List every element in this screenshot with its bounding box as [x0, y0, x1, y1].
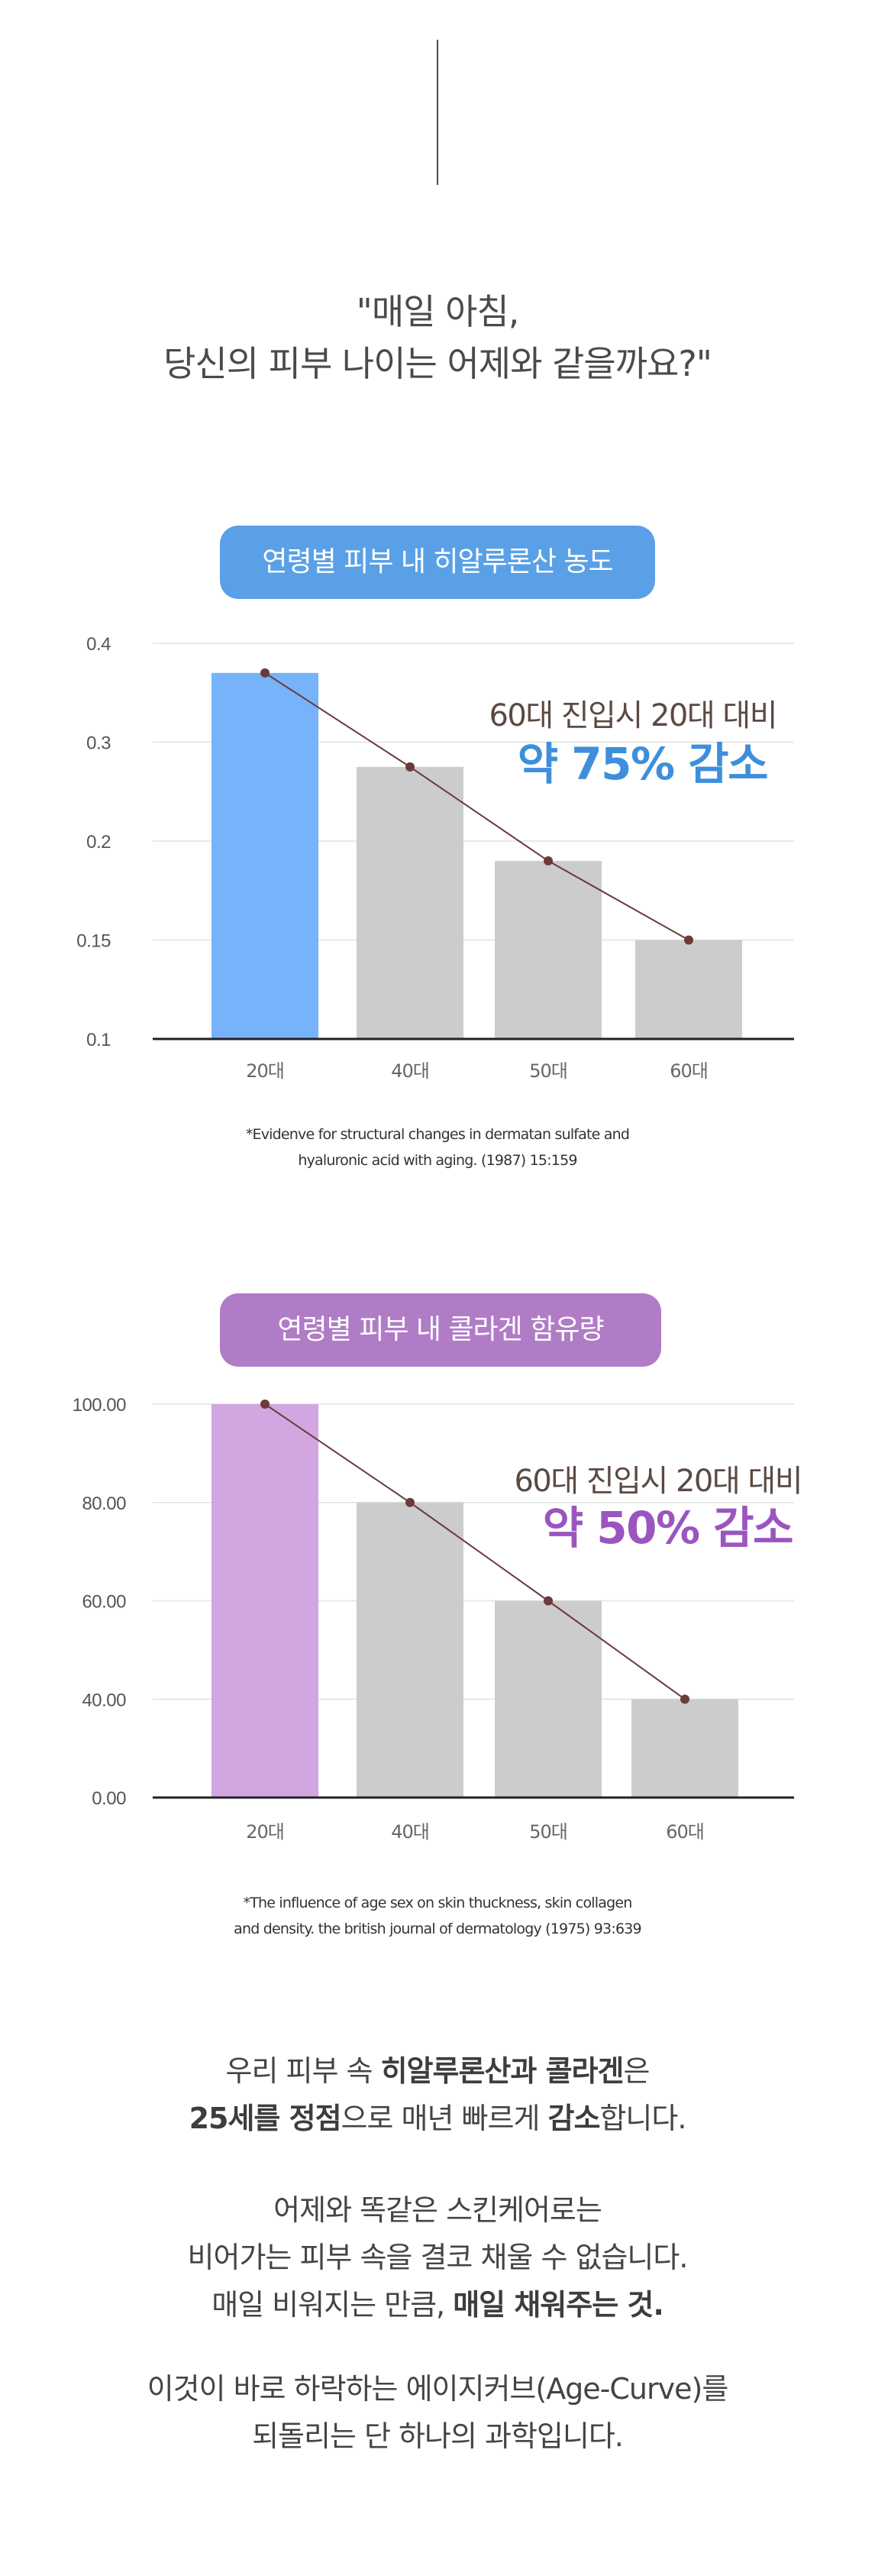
bar-1 [211, 672, 318, 1039]
outro-paragraph-3-line-2: 되돌리는 단 하나의 과학입니다. [252, 2419, 624, 2453]
callout-line-2: 약 75% 감소 [518, 738, 767, 790]
outro-paragraph-2-line-2: 비어가는 피부 속을 결코 채울 수 없습니다. [187, 2241, 689, 2274]
collagen-source-line-1: *The influence of age sex on skin thuckn… [243, 1895, 633, 1911]
outro-paragraph-3-line-1: 이것이 바로 하락하는 에이지커브(Age-Curve)를 [147, 2372, 729, 2406]
trend-point [405, 1497, 415, 1507]
outro-paragraph-1-line-2: 25세를 정점으로 매년 빠르게 감소합니다. [189, 2102, 687, 2135]
trend-point [260, 1400, 270, 1409]
bar-3 [495, 1600, 602, 1798]
trend-line [264, 1403, 686, 1701]
trend-line [264, 672, 689, 941]
trend-point [405, 762, 415, 772]
collagen-chart: 0.00 40.00 60.00 80.00 100.00 20대 40대 50대 60대 60대… [73, 1395, 803, 1843]
x-category-label: 50대 [529, 1821, 567, 1843]
trend-point [684, 935, 693, 945]
trend-point [544, 856, 553, 866]
hyaluronic-acid-chart: 0.1 0.15 0.2 0.3 0.4 20대 40대 50대 60대 60대 진입시 20대 … [76, 634, 794, 1082]
bar-2 [357, 766, 463, 1039]
y-tick-label: 100.00 [73, 1395, 127, 1416]
bar-1 [211, 1404, 318, 1798]
callout-line-2: 약 50% 감소 [543, 1502, 793, 1554]
y-tick-label: 40.00 [82, 1690, 126, 1710]
x-category-label: 50대 [529, 1060, 567, 1082]
divider-line [437, 40, 438, 185]
trend-point [680, 1694, 689, 1704]
x-category-label: 40대 [391, 1821, 429, 1843]
hyaluronic-chart-title-pill: 연령별 피부 내 히알루론산 농도 [220, 526, 655, 599]
hyaluronic-source-line-1: *Evidenve for structural changes in derm… [245, 1126, 630, 1143]
headline-line-1: "매일 아침, [356, 291, 520, 332]
outro-paragraph-1-line-1: 우리 피부 속 히알루론산과 콜라겐은 [225, 2054, 651, 2088]
trend-point [544, 1596, 553, 1606]
y-tick-label: 0.2 [86, 832, 111, 853]
bar-2 [357, 1502, 463, 1798]
collagen-source-line-2: and density. the british journal of derm… [234, 1921, 641, 1937]
y-tick-label: 0.3 [86, 733, 111, 754]
y-tick-label: 0.15 [76, 931, 111, 952]
x-category-label: 40대 [391, 1060, 429, 1082]
x-category-label: 20대 [246, 1060, 284, 1082]
y-tick-label: 0.00 [92, 1788, 126, 1809]
hyaluronic-source-line-2: hyaluronic acid with aging. (1987) 15:15… [298, 1152, 577, 1169]
outro-paragraph-2-line-3: 매일 비워지는 만큼, 매일 채워주는 것. [211, 2288, 664, 2322]
collagen-chart-title-pill: 연령별 피부 내 콜라겐 함유량 [220, 1293, 661, 1367]
x-category-label: 60대 [670, 1060, 708, 1082]
outro-paragraph-2-line-1: 어제와 똑같은 스킨케어로는 [273, 2193, 602, 2227]
y-tick-label: 80.00 [82, 1493, 126, 1514]
y-tick-label: 0.1 [86, 1030, 111, 1050]
trend-point [260, 668, 270, 678]
bar-3 [495, 860, 602, 1039]
headline-line-2: 당신의 피부 나이는 어제와 같을까요?" [163, 343, 712, 384]
bar-4 [635, 940, 742, 1039]
x-category-label: 60대 [666, 1821, 704, 1843]
bar-4 [631, 1699, 738, 1798]
y-tick-label: 0.4 [86, 634, 111, 655]
y-tick-label: 60.00 [82, 1592, 126, 1613]
callout-line-1: 60대 진입시 20대 대비 [489, 698, 777, 733]
x-category-label: 20대 [246, 1821, 284, 1843]
callout-line-1: 60대 진입시 20대 대비 [514, 1464, 802, 1499]
